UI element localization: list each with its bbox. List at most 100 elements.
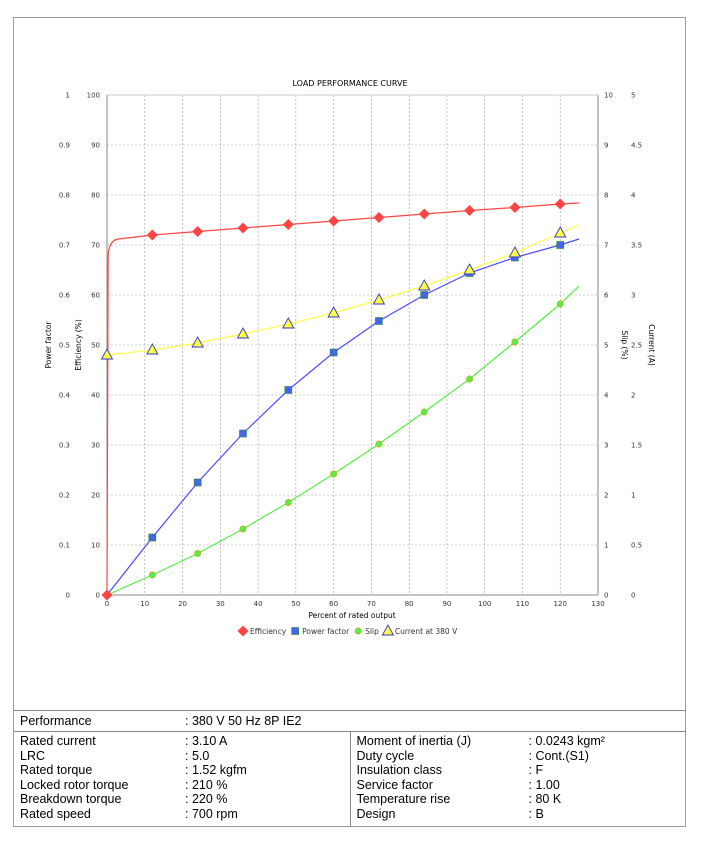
efficiency-tick-label: 40 xyxy=(91,392,100,400)
data-point-diamond xyxy=(373,212,385,223)
slip-tick-label: 9 xyxy=(604,142,608,150)
spec-value: : Cont.(S1) xyxy=(528,748,589,763)
efficiency-tick-label: 20 xyxy=(91,492,100,500)
spec-value: : 220 % xyxy=(185,792,228,806)
data-point-diamond xyxy=(101,589,113,601)
x-tick-label: 50 xyxy=(291,600,300,608)
slip-tick-label: 5 xyxy=(604,342,608,350)
data-point-square xyxy=(556,241,565,249)
current-tick-label: 1.5 xyxy=(631,442,642,450)
x-tick-label: 130 xyxy=(591,600,604,608)
spec-row: Service factor : 1.00 xyxy=(351,778,687,793)
x-tick-label: 10 xyxy=(140,600,149,608)
performance-row: Performance : 380 V 50 Hz 8P IE2 xyxy=(14,710,686,732)
x-axis-label: Percent of rated output xyxy=(308,611,395,620)
spec-row: Locked rotor torque: 210 % xyxy=(14,778,350,793)
data-point-circle xyxy=(511,338,519,346)
power_factor-tick-label: 0.9 xyxy=(59,142,70,150)
spec-value: : 700 rpm xyxy=(185,806,238,821)
current-tick-label: 0 xyxy=(631,592,635,600)
power_factor-tick-label: 0.8 xyxy=(59,192,70,200)
spec-row: Temperature rise: 80 K xyxy=(351,792,687,807)
spec-label: Moment of inertia (J) xyxy=(356,734,472,748)
series-line-slip xyxy=(106,285,580,596)
x-tick-label: 100 xyxy=(478,600,491,608)
x-tick-label: 60 xyxy=(329,600,338,608)
current-tick-label: 4 xyxy=(631,192,636,200)
slip-tick-label: 3 xyxy=(604,442,608,450)
power_factor-tick-label: 0.7 xyxy=(59,242,70,250)
power_factor-tick-label: 0.1 xyxy=(59,542,70,550)
series-line-power-factor xyxy=(106,238,580,596)
data-point-square xyxy=(239,429,247,438)
legend-icon-diamond xyxy=(237,625,249,637)
data-point-triangle xyxy=(463,263,476,275)
data-point-circle xyxy=(330,470,338,478)
data-point-triangle xyxy=(282,317,295,329)
data-point-square xyxy=(420,291,429,299)
slip-tick-label: 10 xyxy=(604,92,613,100)
efficiency-tick-label: 10 xyxy=(91,542,100,550)
efficiency-tick-label: 60 xyxy=(91,292,100,300)
data-point-triangle xyxy=(236,327,250,339)
legend-label: Slip xyxy=(365,627,379,636)
power_factor-tick-label: 0.6 xyxy=(59,292,71,300)
efficiency-tick-label: 100 xyxy=(87,92,100,100)
spec-table: Performance : 380 V 50 Hz 8P IE2 Rated c… xyxy=(14,710,686,827)
data-point-circle xyxy=(194,549,202,557)
spec-row: Rated torque: 1.52 kgfm xyxy=(14,763,350,778)
efficiency-tick-label: 30 xyxy=(91,442,100,450)
spec-value: : 1.00 xyxy=(528,777,560,792)
efficiency-tick-label: 70 xyxy=(91,242,100,250)
spec-label: Duty cycle xyxy=(356,748,415,763)
x-tick-label: 110 xyxy=(516,600,529,608)
data-point-square xyxy=(375,317,383,325)
current-tick-label: 0.5 xyxy=(631,542,642,550)
efficiency-tick-label: 0 xyxy=(96,592,100,600)
current-tick-label: 2.5 xyxy=(631,342,642,350)
data-point-diamond xyxy=(282,219,294,230)
current-tick-label: 4.5 xyxy=(631,142,642,150)
spec-label: Temperature rise xyxy=(356,792,451,806)
spec-right-column: Moment of inertia (J) : 0.0243 kgm² Duty … xyxy=(351,732,687,827)
x-tick-label: 20 xyxy=(178,600,187,608)
spec-row: Design: B xyxy=(351,807,687,822)
spec-row: Duty cycle : Cont.(S1) xyxy=(351,749,687,764)
power_factor-tick-label: 0 xyxy=(66,592,70,600)
data-point-triangle xyxy=(508,246,522,258)
data-point-square xyxy=(148,533,157,542)
spec-row: LRC: 5.0 xyxy=(14,749,350,764)
slip-tick-label: 1 xyxy=(604,542,608,550)
data-point-circle xyxy=(556,300,564,308)
legend-label: Efficiency xyxy=(250,627,287,636)
data-point-square xyxy=(329,348,338,357)
x-tick-label: 0 xyxy=(105,600,109,608)
spec-label: Rated torque xyxy=(20,763,93,777)
current-tick-label: 3.5 xyxy=(631,242,642,250)
spec-label: Insulation class xyxy=(356,763,442,777)
spec-row: Breakdown torque: 220 % xyxy=(14,792,350,807)
data-point-triangle xyxy=(553,226,567,238)
data-point-triangle xyxy=(146,343,159,355)
performance-label: Performance xyxy=(20,714,92,728)
data-point-triangle xyxy=(191,336,204,348)
slip-axis-label: Slip (%) xyxy=(620,330,629,359)
x-tick-label: 70 xyxy=(367,600,376,608)
series-line-efficiency xyxy=(106,202,580,596)
spec-value: : 0.0243 kgm² xyxy=(528,734,605,748)
data-point-circle xyxy=(148,571,156,579)
current-tick-label: 3 xyxy=(631,292,635,300)
spec-row: Insulation class: F xyxy=(351,763,687,778)
legend-label: Power factor xyxy=(302,627,350,636)
power_factor-tick-label: 0.3 xyxy=(59,442,70,450)
efficiency-tick-label: 50 xyxy=(91,342,100,350)
series-line-current-at-380-v xyxy=(106,224,580,356)
slip-tick-label: 8 xyxy=(604,192,608,200)
spec-label: Service factor xyxy=(356,777,433,792)
data-point-circle xyxy=(375,440,383,448)
spec-row: Rated current: 3.10 A xyxy=(14,734,350,749)
data-point-diamond xyxy=(418,208,430,220)
power_factor-tick-label: 0.5 xyxy=(59,342,70,350)
